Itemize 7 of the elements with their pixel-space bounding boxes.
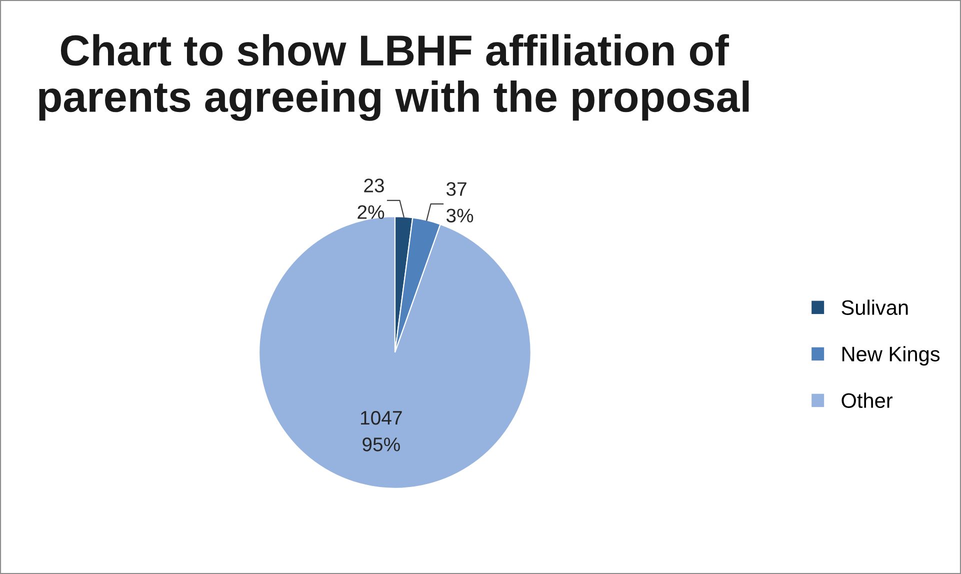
data-label: 1047 95% — [361, 410, 402, 452]
legend-label: New Kings — [842, 346, 940, 366]
data-label: 37 3% — [446, 182, 474, 222]
legend-label: Other — [842, 392, 892, 408]
chart-title: Chart to show LBHF affiliation of parents agreeing with the proposal — [39, 34, 749, 121]
legend-label: Sulivan — [842, 300, 908, 315]
data-label: 23 2% — [358, 178, 384, 219]
